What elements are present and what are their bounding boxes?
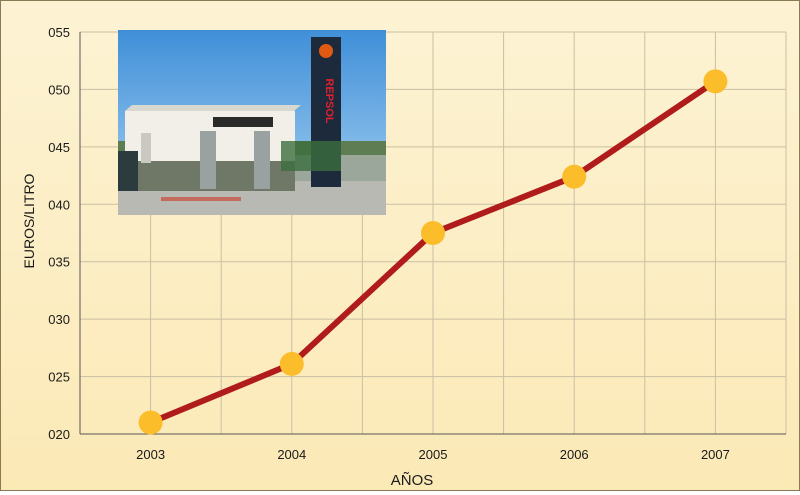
y-tick-label: 025 <box>48 370 70 385</box>
data-point-2006 <box>562 164 587 189</box>
series-layer <box>138 69 728 435</box>
y-tick-label: 050 <box>48 82 70 97</box>
y-tick-label: 040 <box>48 197 70 212</box>
x-axis-label: AÑOS <box>391 472 434 489</box>
data-point-2005 <box>421 221 445 245</box>
y-tick-label: 020 <box>48 427 70 442</box>
x-tick-label: 2003 <box>136 447 165 462</box>
label-layer: AÑOS EUROS/LITRO <box>21 173 433 489</box>
x-tick-label: 2007 <box>701 447 730 462</box>
x-tick-label: 2004 <box>277 447 306 462</box>
photo-sign-text: REPSOL <box>323 78 335 124</box>
y-tick-label: 035 <box>48 255 70 270</box>
data-point-2007 <box>703 69 728 94</box>
data-point-2003 <box>138 410 163 435</box>
x-tick-label: 2005 <box>419 447 448 462</box>
gas-station-photo: REPSOL <box>118 30 386 215</box>
y-axis-label: EUROS/LITRO <box>21 173 37 268</box>
data-point-2004 <box>279 351 304 376</box>
y-tick-label: 045 <box>48 140 70 155</box>
y-tick-label: 030 <box>48 312 70 327</box>
x-tick-label: 2006 <box>560 447 589 462</box>
y-tick-label: 055 <box>48 25 70 40</box>
